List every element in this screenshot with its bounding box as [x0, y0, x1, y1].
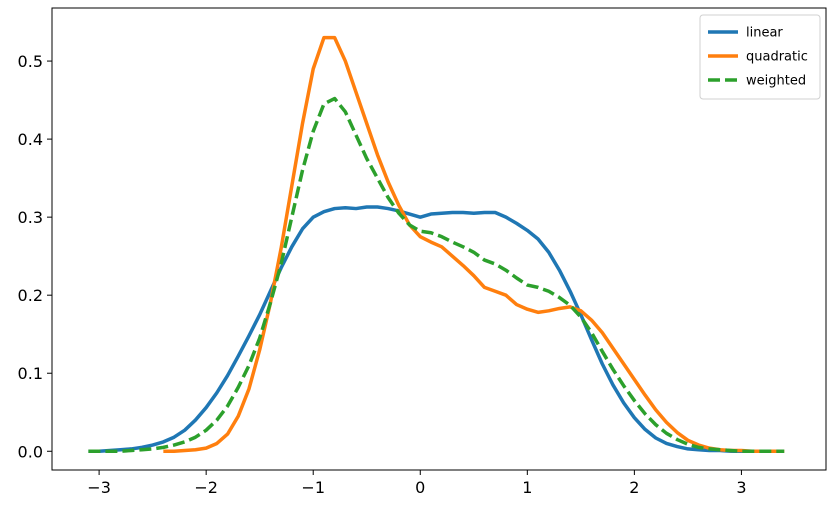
series-line	[163, 35, 785, 454]
x-tick-label: 3	[736, 478, 746, 497]
series-line	[88, 96, 785, 454]
x-tick-label: −3	[87, 478, 111, 497]
series-line	[88, 205, 763, 454]
y-tick-label: 0.1	[18, 364, 43, 383]
y-tick-label: 0.3	[18, 208, 43, 227]
legend-box	[699, 14, 821, 100]
x-tick-label: 1	[522, 478, 532, 497]
x-tick-label: 0	[415, 478, 425, 497]
y-tick-label: 0.4	[18, 130, 43, 149]
y-tick-label: 0.5	[18, 52, 43, 71]
x-tick-label: −2	[194, 478, 218, 497]
legend-label: quadratic	[746, 50, 808, 65]
x-tick-label: −1	[301, 478, 325, 497]
x-tick-label: 2	[629, 478, 639, 497]
plot-frame	[51, 7, 827, 471]
legend-label: linear	[746, 26, 783, 41]
y-tick-label: 0.2	[18, 286, 43, 305]
y-tick-label: 0.0	[18, 442, 43, 461]
legend-label: weighted	[746, 74, 806, 89]
